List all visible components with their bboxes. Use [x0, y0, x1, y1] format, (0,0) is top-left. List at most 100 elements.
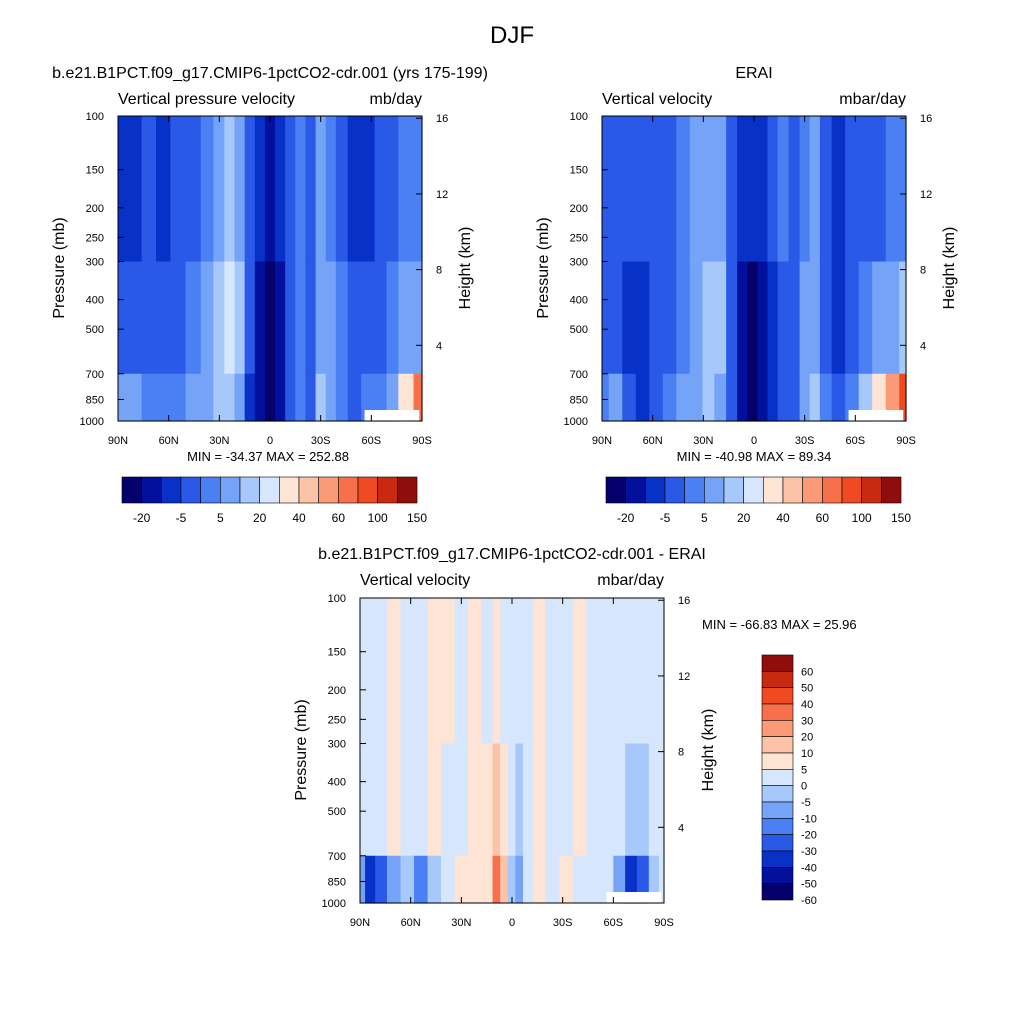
contour-cell: [726, 373, 738, 422]
contour-cell: [767, 373, 779, 422]
contour-cell: [635, 116, 650, 263]
contour-cell: [468, 855, 483, 904]
contour-cell: [213, 116, 225, 263]
contour-cell: [872, 116, 887, 263]
contour-cell: [118, 116, 128, 263]
contour-cell: [492, 855, 501, 904]
contour-cell: [398, 116, 415, 263]
colorbar-label: 5: [701, 511, 708, 525]
contour-cell: [689, 116, 704, 263]
colorbar-swatch: [645, 476, 666, 504]
x-tick-label: 60S: [604, 917, 624, 929]
contour-cell: [285, 373, 296, 422]
contour-cell: [625, 743, 638, 857]
contour-cell: [414, 855, 429, 904]
colorbar-swatch: [704, 476, 725, 504]
contour-cell: [361, 373, 376, 422]
contour-cell: [726, 116, 738, 263]
contour-cell: [275, 261, 286, 375]
x-tick-label: 60N: [643, 435, 663, 447]
contour-cell: [347, 116, 362, 263]
contour-cell: [375, 598, 388, 745]
colorbar-label: -5: [660, 511, 671, 525]
y-right-tick-label: 16: [678, 595, 690, 607]
panel-left-label: Vertical velocity: [602, 91, 712, 108]
contour-cell: [156, 116, 171, 263]
contour-cell: [522, 598, 534, 745]
contour-cell: [613, 855, 626, 904]
contour-cell: [777, 373, 790, 422]
contour-cell: [586, 855, 601, 904]
contour-cell: [809, 261, 821, 375]
contour-cell: [185, 261, 202, 375]
contour-cell: [413, 373, 423, 422]
colorbar-label: 150: [891, 511, 911, 525]
contour-cell: [899, 373, 907, 422]
contour-cell: [809, 373, 821, 422]
contour-cell: [386, 116, 399, 263]
y-right-tick-label: 12: [920, 189, 932, 201]
contour-cell: [492, 598, 501, 745]
plot-area-2: [360, 598, 665, 904]
y-tick-label: 200: [570, 203, 588, 215]
contour-cell: [335, 373, 349, 422]
contour-cell: [714, 373, 727, 422]
colorbar-label: -5: [801, 797, 811, 809]
contour-cell: [622, 116, 637, 263]
min-max-stats: MIN = -40.98 MAX = 89.34: [677, 449, 832, 464]
colorbar-swatch: [279, 476, 300, 504]
colorbar-label: -20: [617, 511, 635, 525]
colorbar-swatch: [259, 476, 280, 504]
colorbar-swatch: [802, 476, 823, 504]
contour-cell: [275, 116, 286, 263]
contour-cell: [156, 261, 171, 375]
contour-cell: [658, 598, 665, 745]
contour-cell: [831, 261, 846, 375]
contour-cell: [141, 261, 157, 375]
contour-cell: [170, 261, 187, 375]
colorbar-swatch: [743, 476, 764, 504]
contour-cell: [819, 261, 833, 375]
y-tick-label: 850: [570, 394, 588, 406]
contour-cell: [156, 373, 171, 422]
colorbar-swatch: [761, 785, 794, 803]
contour-cell: [360, 598, 366, 745]
contour-cell: [799, 373, 811, 422]
colorbar-swatch: [161, 476, 182, 504]
y-tick-label: 700: [86, 369, 104, 381]
colorbar-label: 100: [852, 511, 872, 525]
y-tick-label: 250: [328, 714, 346, 726]
x-tick-label: 90N: [592, 435, 612, 447]
x-tick-label: 90N: [350, 917, 370, 929]
colorbar-label: 50: [801, 683, 813, 695]
contour-cell: [648, 743, 660, 857]
contour-cell: [799, 116, 811, 263]
colorbar-swatch: [761, 752, 794, 770]
contour-cell: [662, 116, 677, 263]
contour-cell: [413, 261, 423, 375]
colorbar-swatch: [881, 476, 902, 504]
contour-cell: [347, 261, 362, 375]
contour-cell: [481, 598, 494, 745]
colorbar-swatch: [357, 476, 378, 504]
y-right-axis-label: Height (km): [700, 709, 717, 792]
contour-cell: [515, 743, 524, 857]
contour-cell: [500, 743, 509, 857]
contour-cell: [400, 598, 415, 745]
contour-cell: [522, 743, 534, 857]
contour-cell: [648, 855, 660, 904]
y-right-tick-label: 12: [436, 189, 448, 201]
contour-cell: [325, 261, 337, 375]
contour-cell: [468, 598, 483, 745]
contour-cell: [170, 116, 187, 263]
contour-cell: [689, 373, 704, 422]
x-tick-label: 60N: [159, 435, 179, 447]
colorbar-label: -20: [801, 830, 817, 842]
contour-cell: [386, 373, 399, 422]
contour-cell: [295, 116, 307, 263]
colorbar-label: 40: [776, 511, 790, 525]
contour-cell: [361, 116, 376, 263]
contour-cell: [799, 261, 811, 375]
contour-cell: [234, 261, 246, 375]
